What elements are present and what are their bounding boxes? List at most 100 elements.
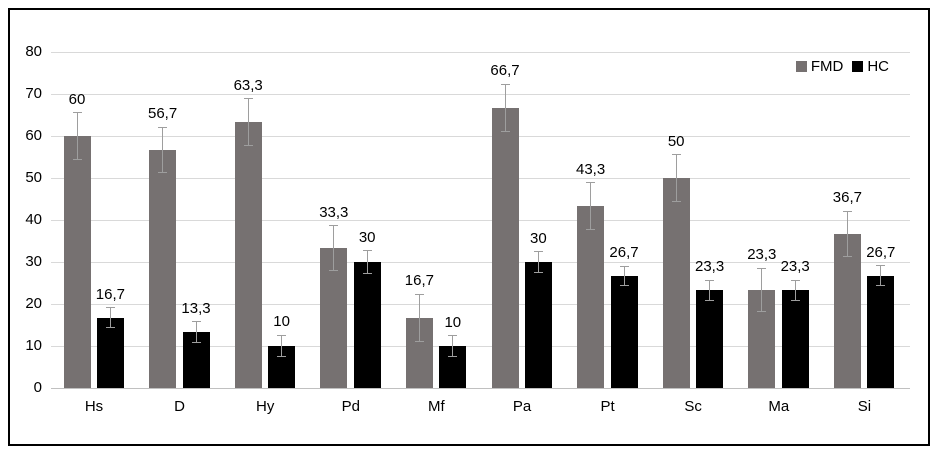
error-bar-line (794, 280, 796, 301)
data-label-hc-pa: 30 (530, 229, 547, 247)
y-axis-tick-label: 70 (25, 85, 42, 102)
error-bar-line (109, 307, 111, 328)
data-label-fmd-mf: 16,7 (404, 272, 434, 290)
data-label-fmd-pd: 33,3 (319, 203, 349, 221)
error-bar-line (333, 225, 335, 271)
y-axis-tick-label: 0 (33, 379, 42, 396)
error-bar-line (504, 84, 506, 132)
legend: FMD HC (795, 58, 889, 75)
bar-hc-pd (353, 262, 381, 388)
bar-fmd-pt (577, 206, 605, 388)
x-axis-label-sc: Sc (684, 398, 702, 415)
error-bar-line (247, 98, 249, 146)
y-axis-tick-label: 50 (25, 169, 42, 186)
y-axis-tick-label: 10 (25, 337, 42, 354)
data-label-hc-sc: 23,3 (694, 258, 725, 276)
x-axis-label-d: D (174, 398, 186, 415)
error-bar-line (675, 154, 677, 202)
data-label-fmd-hs: 60 (68, 90, 86, 108)
error-bar-line (709, 280, 711, 301)
error-bar-line (366, 250, 368, 274)
gridline (51, 177, 910, 179)
legend-swatch-fmd (795, 61, 807, 72)
y-axis-tick-label: 40 (25, 211, 42, 228)
error-bar-cap (158, 126, 168, 128)
error-bar-cap (876, 285, 886, 287)
bar-fmd-pa (491, 107, 519, 388)
data-label-hc-ma: 23,3 (780, 258, 810, 276)
data-label-fmd-d: 56,7 (147, 105, 178, 123)
error-bar-cap (158, 172, 168, 174)
x-axis-label-pd: Pd (341, 398, 360, 415)
error-bar-cap (705, 299, 715, 301)
error-bar-cap (790, 299, 800, 301)
error-bar-cap (448, 335, 458, 336)
error-bar-line (846, 211, 848, 257)
error-bar-cap (191, 321, 201, 323)
bar-hc-sc (696, 290, 724, 388)
error-bar-cap (842, 210, 852, 212)
error-bar-cap (277, 334, 287, 336)
data-label-hc-mf: 10 (444, 313, 462, 331)
error-bar-cap (876, 265, 886, 267)
data-label-hc-hy: 10 (273, 313, 290, 331)
bar-fmd-pd (320, 248, 348, 388)
error-bar-cap (500, 83, 510, 85)
error-bar-cap (105, 327, 115, 329)
error-bar-cap (533, 271, 543, 273)
error-bar-cap (500, 130, 510, 132)
error-bar-cap (533, 251, 543, 253)
gridline (51, 345, 910, 347)
data-label-hc-pd: 30 (358, 228, 376, 246)
error-bar-cap (790, 279, 800, 281)
data-label-fmd-si: 36,7 (832, 189, 862, 207)
gridline (51, 261, 910, 263)
data-label-fmd-pt: 43,3 (575, 160, 606, 178)
x-axis-line (51, 387, 910, 389)
error-bar-cap (705, 279, 715, 281)
bar-hc-ma (781, 290, 809, 388)
error-bar-cap (619, 285, 629, 287)
error-bar-cap (757, 311, 767, 313)
y-axis-tick-label: 30 (25, 253, 42, 270)
gridline (51, 219, 910, 221)
error-bar-line (761, 268, 763, 312)
error-bar-cap (671, 200, 681, 202)
error-bar-line (162, 127, 164, 173)
x-axis-label-hs: Hs (84, 398, 104, 415)
y-axis-tick-label: 20 (25, 295, 42, 312)
legend-swatch-hc (852, 61, 864, 72)
x-axis-label-si: Si (857, 398, 872, 415)
gridline (51, 93, 910, 95)
data-label-fmd-sc: 50 (667, 132, 685, 150)
x-axis-label-hy: Hy (256, 398, 275, 415)
x-axis-label-pt: Pt (600, 398, 615, 415)
error-bar-cap (671, 154, 681, 156)
gridline (51, 51, 910, 53)
legend-item-hc: HC (852, 58, 889, 75)
error-bar-line (590, 182, 592, 230)
data-label-fmd-hy: 63,3 (233, 76, 263, 94)
data-label-hc-pt: 26,7 (609, 244, 639, 262)
gridline (51, 135, 910, 137)
legend-item-fmd: FMD (795, 58, 844, 75)
bar-hc-pt (610, 275, 638, 388)
data-label-fmd-pa: 66,7 (490, 62, 520, 80)
x-axis-label-mf: Mf (428, 398, 445, 415)
bar-fmd-sc (662, 178, 690, 388)
legend-label-fmd: FMD (810, 58, 844, 75)
y-axis-tick-label: 80 (25, 43, 42, 60)
data-label-hc-hs: 16,7 (95, 285, 125, 303)
error-bar-cap (72, 112, 82, 114)
error-bar-cap (586, 182, 596, 184)
error-bar-cap (191, 342, 201, 344)
error-bar-cap (362, 250, 372, 252)
bar-fmd-hy (234, 122, 262, 388)
error-bar-cap (586, 229, 596, 231)
error-bar-cap (105, 307, 115, 309)
error-bar-line (537, 251, 539, 273)
x-axis-label-pa: Pa (512, 398, 532, 415)
error-bar-cap (842, 256, 852, 258)
error-bar-cap (243, 98, 253, 100)
